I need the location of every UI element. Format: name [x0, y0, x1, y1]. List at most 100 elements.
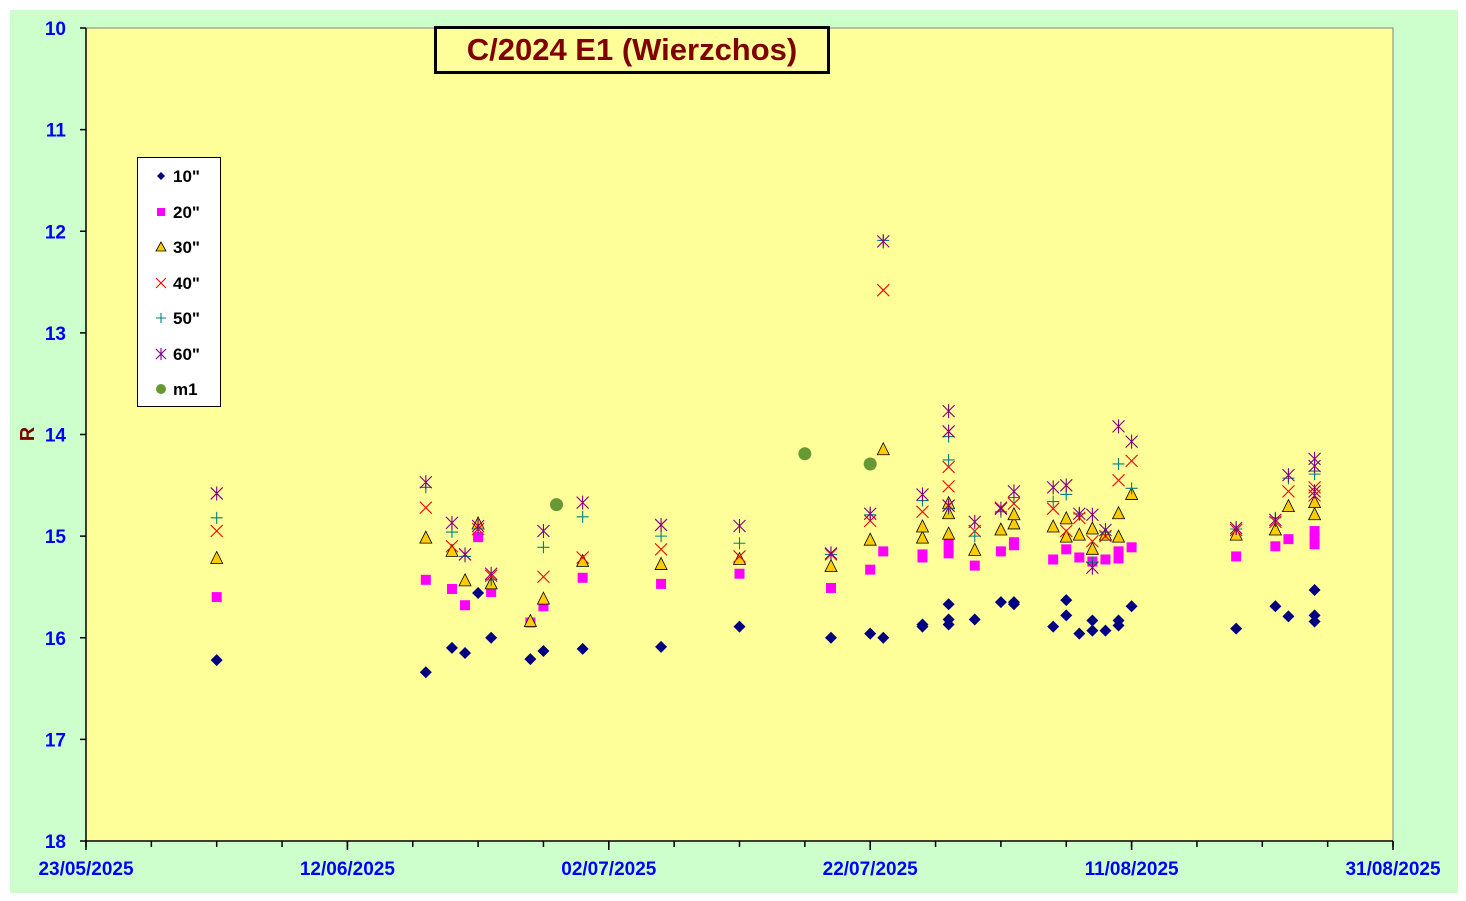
data-point-square — [1283, 534, 1294, 545]
legend-marker — [155, 241, 167, 252]
data-point-x — [537, 570, 550, 584]
y-tick-label: 17 — [45, 730, 66, 751]
y-axis-label: R — [17, 426, 39, 441]
data-point-square — [865, 564, 876, 575]
data-point-diamond — [1230, 622, 1243, 635]
data-point-plus-stroke — [968, 530, 981, 543]
data-point-star-stroke — [916, 487, 929, 502]
data-point-plus — [968, 530, 981, 543]
data-point-diamond — [1308, 609, 1321, 622]
data-point-x — [654, 542, 668, 556]
data-point-diamond — [576, 642, 589, 655]
legend-marker-shape — [156, 313, 166, 323]
data-point-star — [1059, 478, 1073, 493]
data-point-plus-stroke — [1047, 495, 1060, 508]
data-point-diamond — [942, 598, 955, 611]
data-point-star-stroke — [484, 566, 498, 581]
data-point-star — [994, 501, 1008, 516]
data-point-diamond — [1308, 583, 1321, 596]
data-point-square — [1309, 526, 1320, 537]
data-point-star-stroke — [1086, 560, 1099, 575]
x-tick-label: 23/05/2025 — [38, 859, 134, 880]
data-point-star — [942, 498, 956, 513]
data-point-triangle — [210, 550, 224, 564]
data-point-square — [1309, 539, 1320, 550]
y-tick-label: 18 — [45, 832, 66, 853]
data-point-triangle — [915, 530, 930, 544]
data-point-x — [1046, 502, 1060, 516]
x-tick-label: 02/07/2025 — [561, 859, 657, 880]
data-point-star-stroke — [654, 517, 668, 532]
data-point-star — [445, 515, 459, 530]
data-point-x — [576, 551, 590, 564]
data-point-star — [824, 546, 838, 561]
legend-marker-shape — [157, 207, 165, 216]
data-point-star-stroke — [1112, 419, 1125, 434]
legend-label: 40" — [173, 273, 200, 293]
data-point-star-stroke — [1308, 484, 1321, 499]
data-point-plus — [733, 537, 746, 550]
data-point-square — [969, 560, 980, 571]
data-point-star-stroke — [876, 234, 890, 249]
data-point-x — [1086, 534, 1099, 548]
data-point-diamond — [1086, 624, 1099, 637]
plot-area — [85, 27, 1394, 842]
data-point-plus — [1112, 457, 1125, 470]
data-point-triangle — [445, 543, 459, 557]
data-point-star-stroke — [210, 486, 224, 501]
data-point-plus-stroke — [1112, 457, 1125, 470]
legend-label: m1 — [173, 380, 198, 399]
data-point-diamond — [537, 644, 550, 657]
data-point-square — [420, 574, 431, 585]
data-point-triangle — [1085, 521, 1100, 535]
data-point-diamond — [1073, 627, 1086, 640]
data-point-triangle — [536, 591, 551, 605]
data-point-star — [1308, 459, 1321, 474]
data-point-square — [1008, 540, 1019, 551]
data-point-x-stroke — [1112, 473, 1125, 487]
data-point-x-stroke — [1007, 497, 1021, 510]
legend-marker — [157, 172, 165, 180]
data-point-triangle — [915, 519, 930, 533]
data-point-plus-stroke — [1125, 482, 1138, 495]
chart-title-box: C/2024 E1 (Wierzchos) — [434, 26, 830, 74]
legend-marker — [157, 207, 165, 216]
data-point-star — [484, 566, 498, 581]
data-point-star — [1268, 512, 1282, 527]
data-point-triangle — [1111, 505, 1126, 520]
data-point-square — [917, 552, 928, 563]
data-point-star — [1072, 506, 1086, 521]
data-point-square — [473, 532, 484, 543]
data-point-x-stroke — [733, 550, 746, 563]
data-point-square — [1270, 541, 1281, 552]
x-tick-label: 31/08/2025 — [1345, 859, 1441, 880]
data-point-star-stroke — [1059, 478, 1073, 493]
data-point-x — [445, 539, 459, 553]
data-point-square — [1113, 546, 1124, 557]
legend-item: 10" — [138, 166, 222, 186]
data-point-diamond — [877, 631, 890, 644]
data-point-plus — [537, 541, 550, 554]
data-point-star — [471, 518, 485, 533]
data-point-star-stroke — [1046, 480, 1060, 495]
data-point-triangle — [1046, 519, 1060, 533]
data-point-triangle — [994, 522, 1008, 536]
data-point-star — [942, 404, 956, 419]
data-point-diamond — [1269, 600, 1282, 613]
legend-marker-shape — [155, 241, 167, 252]
data-point-diamond — [1086, 614, 1099, 627]
data-point-plus — [1047, 495, 1060, 508]
data-point-star — [1308, 484, 1321, 499]
data-point-diamond — [1282, 610, 1295, 623]
data-point-x-stroke — [942, 479, 956, 493]
data-point-x — [1059, 524, 1073, 538]
data-point-square — [1061, 544, 1072, 555]
x-tick-label: 12/06/2025 — [300, 859, 396, 880]
data-point-diamond — [524, 653, 537, 666]
data-point-diamond — [1112, 619, 1125, 632]
data-point-triangle — [1281, 498, 1296, 513]
data-point-x — [1112, 473, 1125, 487]
data-point-star-stroke — [994, 501, 1008, 516]
data-point-star-stroke — [537, 524, 550, 539]
y-tick-label: 11 — [46, 121, 67, 142]
